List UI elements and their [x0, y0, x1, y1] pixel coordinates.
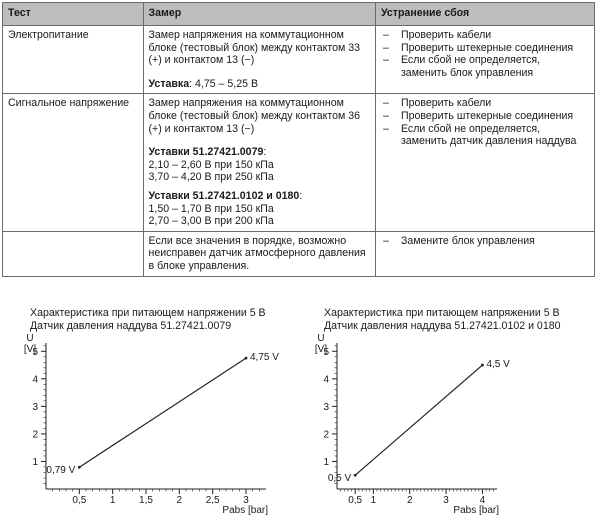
row1-measure-text: Замер напряжения на коммутационном блоке… [148, 29, 361, 67]
chart1-y-label: U [26, 333, 33, 344]
row2-measure-text: Замер напряжения на коммутационном блоке… [148, 97, 361, 135]
chart1-data-point [244, 356, 248, 360]
row2-set1-line: 3,70 – 4,20 В при 250 кПа [148, 171, 274, 184]
chart1-title-line: Характеристика при питающем напряжении 5… [30, 307, 266, 319]
chart2-data-label: 0,5 V [328, 473, 352, 484]
row1-setting: Уставка: 4,75 – 5,25 В [149, 78, 370, 91]
list-item: Проверить штекерные соединения [381, 42, 589, 55]
row3-test [2, 230, 144, 277]
chart2-title-line: Характеристика при питающем напряжении 5… [324, 307, 560, 319]
chart1-x-tick-label: 3 [243, 495, 249, 506]
header-test: Тест [2, 2, 144, 26]
row2-measure-cell: Замер напряжения на коммутационном блоке… [142, 93, 376, 232]
list-item: Замените блок управления [381, 235, 589, 248]
row1-measure-cell: Замер напряжения на коммутационном блоке… [142, 24, 376, 95]
row3-measure: Если все значения в порядке, возможно не… [142, 230, 376, 277]
chart2-x-label: Pabs [bar] [453, 505, 499, 516]
chart2-data-label: 4,5 V [486, 359, 510, 370]
row2-set1: Уставки 51.27421.0079: [148, 146, 267, 159]
chart2-title: Характеристика при питающем напряжении 5… [324, 307, 561, 333]
header-fix: Устранение сбоя [374, 2, 596, 26]
chart1-data-point [77, 465, 81, 469]
chart2-x-tick-label: 0,5 [348, 495, 362, 506]
chart1-series-line [79, 357, 247, 468]
chart1-y-tick-label: 3 [32, 402, 38, 413]
chart2-series-line [354, 364, 483, 476]
chart1-x-label: Pabs [bar] [222, 505, 268, 516]
chart2-y-tick-label: 4 [323, 374, 329, 385]
chart2-y-label-unit: [V] [315, 344, 327, 355]
chart1-y-tick-label: 5 [32, 347, 38, 358]
chart2-data-point [481, 363, 484, 367]
row2-set2: Уставки 51.27421.0102 и 0180: [148, 189, 303, 202]
chart2-x-tick-label: 1 [371, 495, 377, 506]
chart1-y-tick-label: 1 [32, 457, 38, 468]
list-item: Если сбой не определяется, заменить датч… [381, 123, 589, 148]
row2-set2-label: Уставки 51.27421.0102 и 0180 [148, 189, 300, 202]
chart2-y-tick-label: 5 [323, 347, 329, 358]
chart1-x-tick-label: 1,5 [139, 495, 153, 506]
chart2-title-line: Датчик давления наддува 51.27421.0102 и … [324, 320, 561, 332]
table-row: Если все значения в порядке, возможно не… [2, 230, 596, 277]
chart2-y-tick-label: 2 [323, 429, 329, 440]
row2-test: Сигнальное напряжение [2, 93, 144, 232]
row2-set2-line: 2,70 – 3,00 В при 200 кПа [148, 215, 274, 228]
chart1-x-tick-label: 0,5 [72, 495, 86, 506]
list-item: Проверить штекерные соединения [381, 110, 589, 123]
chart1-title: Характеристика при питающем напряжении 5… [30, 307, 266, 333]
row2-set1-line: 2,10 – 2,60 В при 150 кПа [148, 158, 274, 171]
chart2-y-tick-label: 1 [323, 457, 329, 468]
chart2-data-point [353, 473, 357, 477]
chart1-y-label-unit: [V] [24, 344, 36, 355]
table-row: Сигнальное напряжение Замер напряжения н… [2, 93, 596, 232]
chart1-x-tick-label: 2 [177, 495, 183, 506]
list-item: Проверить кабели [381, 97, 589, 110]
chart1-x-tick-label: 2,5 [206, 495, 220, 506]
table-row: Электропитание Замер напряжения на комму… [2, 24, 596, 95]
row1-setting-value: : 4,75 – 5,25 В [189, 77, 259, 90]
row3-fix-cell: Замените блок управления [374, 230, 596, 277]
chart2-x-tick-label: 3 [443, 495, 449, 506]
row2-set1-label: Уставки 51.27421.0079 [148, 146, 264, 159]
chart2-y-label: U [317, 333, 324, 344]
list-item: Проверить кабели [381, 29, 589, 42]
row1-test: Электропитание [2, 24, 144, 95]
chart2-x-tick-label: 4 [480, 495, 486, 506]
chart1-data-label: 0,79 V [46, 465, 75, 476]
chart1-y-tick-label: 2 [32, 429, 38, 440]
chart1-title-line: Датчик давления наддува 51.27421.0079 [30, 320, 232, 332]
chart1-x-tick-label: 1 [110, 495, 116, 506]
chart2-y-tick-label: 3 [323, 402, 329, 413]
chart1-data-label: 4,75 V [250, 352, 279, 363]
row1-setting-label: Уставка [148, 77, 190, 90]
diagnostic-table: Тест Замер Устранение сбоя Электропитани… [2, 2, 596, 277]
row2-set2-line: 1,50 – 1,70 В при 150 кПа [148, 202, 274, 215]
chart2-x-tick-label: 2 [407, 495, 413, 506]
row1-fix-cell: Проверить кабели Проверить штекерные сое… [374, 24, 596, 95]
chart1-y-tick-label: 4 [32, 374, 38, 385]
row2-fix-cell: Проверить кабели Проверить штекерные сое… [374, 93, 596, 232]
list-item: Если сбой не определяется, заменить блок… [381, 54, 589, 79]
